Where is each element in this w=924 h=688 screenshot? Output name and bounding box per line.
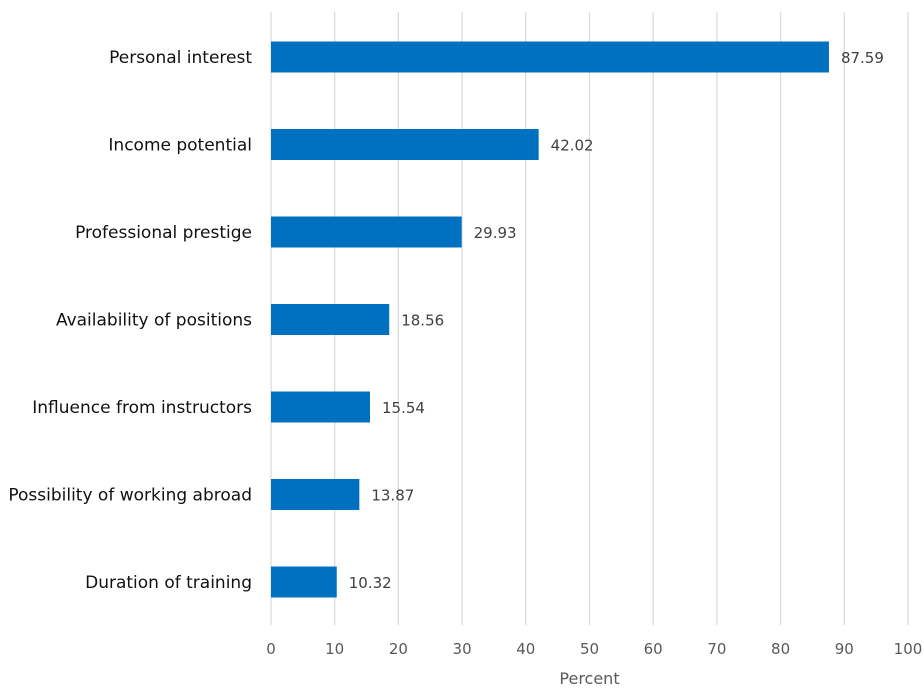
category-label-7: Duration of training [85,573,252,593]
value-label-1: 87.59 [841,49,884,67]
x-tick-label-0: 0 [266,640,276,658]
x-axis-ticks: 0 10 20 30 40 50 60 70 80 90 100 [266,640,922,658]
gridlines [270,12,909,625]
x-tick-label-60: 60 [644,640,663,658]
value-label-3: 29.93 [474,224,517,242]
value-label-7: 10.32 [349,574,392,592]
bar-4 [271,304,390,335]
bar-1 [271,41,829,73]
x-tick-label-30: 30 [453,640,472,658]
bar-3 [271,216,462,248]
value-label-6: 13.87 [371,487,414,505]
x-tick-label-90: 90 [835,640,854,658]
x-tick-label-50: 50 [580,640,599,658]
x-tick-label-20: 20 [389,640,408,658]
value-label-5: 15.54 [382,399,425,417]
bar-2 [271,129,539,160]
x-tick-label-10: 10 [325,640,344,658]
category-label-1: Personal interest [109,48,252,68]
x-tick-label-80: 80 [771,640,790,658]
x-tick-label-70: 70 [707,640,726,658]
category-label-6: Possibility of working abroad [8,486,252,506]
x-tick-label-100: 100 [894,640,923,658]
bars [271,41,829,598]
value-labels: 87.59 42.02 29.93 18.56 15.54 13.87 10.32 [349,49,884,592]
category-label-4: Availability of positions [56,311,252,331]
x-axis-title: Percent [559,669,619,688]
category-label-2: Income potential [108,136,252,156]
category-label-3: Professional prestige [75,223,252,243]
category-labels: Personal interest Income potential Profess… [8,48,252,593]
bar-7 [271,566,337,598]
x-tick-label-40: 40 [516,640,535,658]
bar-6 [271,479,360,510]
bar-5 [271,391,370,423]
category-label-5: Influence from instructors [32,398,252,418]
value-label-2: 42.02 [551,137,594,155]
value-label-4: 18.56 [401,312,444,330]
